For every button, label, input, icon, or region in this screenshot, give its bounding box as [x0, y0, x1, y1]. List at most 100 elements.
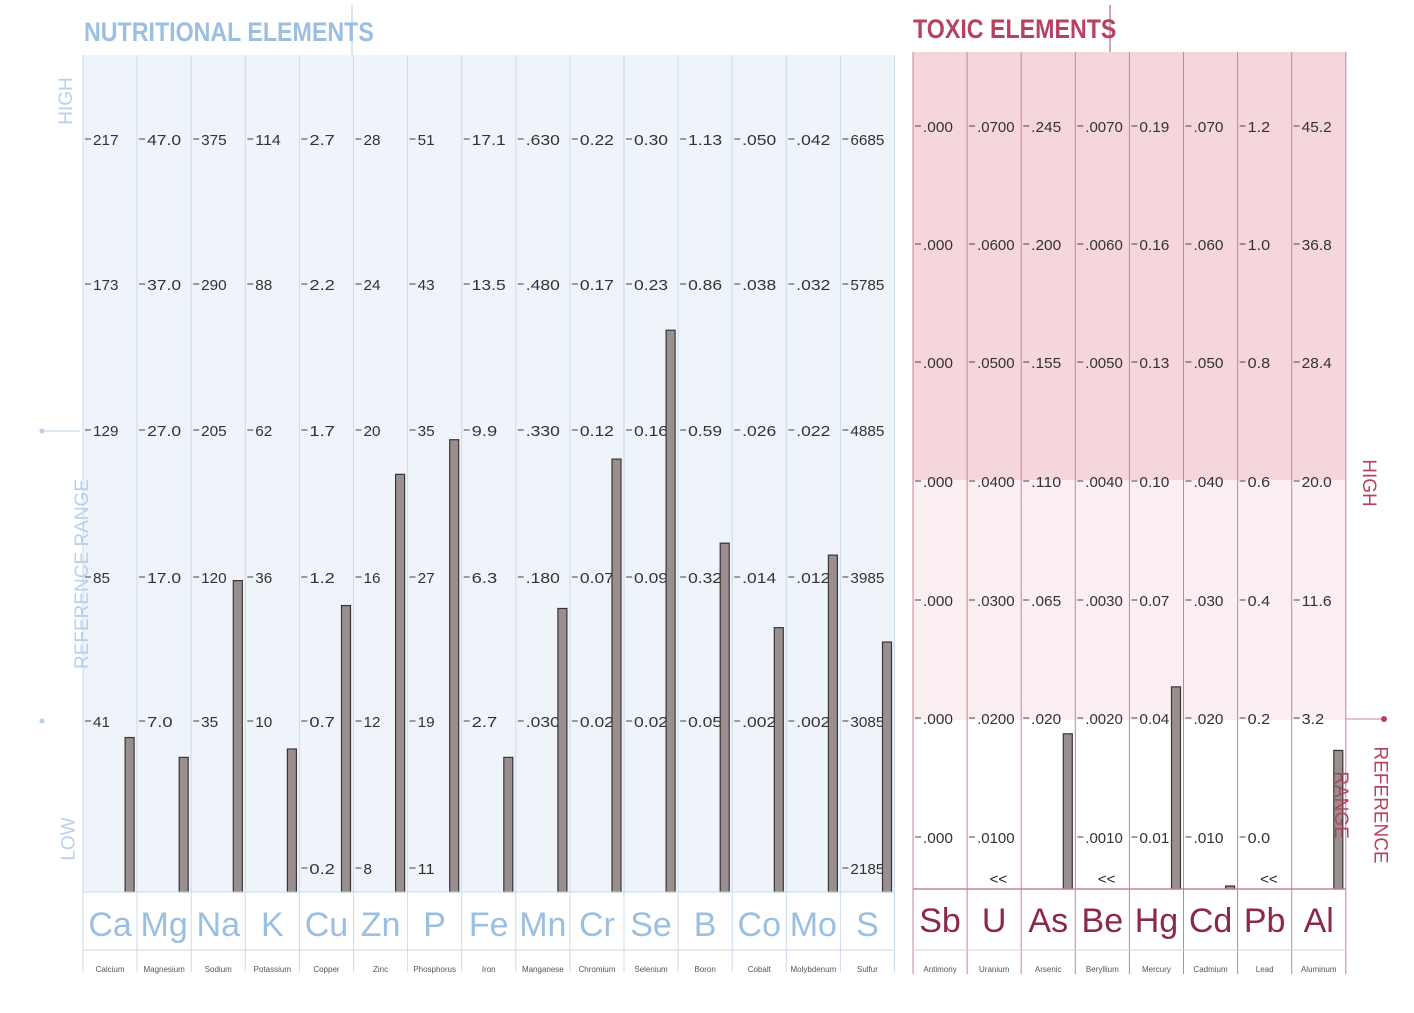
toxic-ref-dot	[1381, 716, 1387, 722]
nutritional-side-high: HIGH	[55, 77, 77, 125]
tick-label-co: .038	[742, 277, 776, 294]
element-symbol-se: Se	[630, 906, 672, 944]
tick-label-hg: 0.04	[1139, 711, 1169, 728]
bar-ca	[124, 736, 135, 893]
tick-label-se: 0.02	[634, 714, 668, 731]
tick-label-u: .0400	[977, 474, 1015, 491]
tick-label-b: 0.32	[688, 570, 722, 587]
element-symbol-s: S	[856, 906, 879, 944]
element-name-na: Sodium	[205, 965, 232, 974]
tick-label-k: 10	[255, 714, 272, 731]
tick-label-co: .026	[742, 423, 776, 440]
toxic-title: TOXIC ELEMENTS	[913, 14, 1117, 44]
tick-label-cu: 2.7	[309, 132, 335, 149]
element-name-b: Boron	[694, 965, 715, 974]
nutritional-title: NUTRITIONAL ELEMENTS	[84, 17, 374, 47]
element-name-p: Phosphorus	[413, 965, 456, 974]
tick-label-cu: 0.2	[309, 861, 335, 878]
element-name-al: Aluminum	[1301, 965, 1337, 974]
tick-label-s: 6685	[850, 132, 884, 149]
element-name-mn: Manganese	[522, 965, 564, 974]
tick-label-s: 3085	[850, 714, 884, 731]
element-symbol-u: U	[982, 902, 1007, 940]
tick-label-cd: .070	[1194, 119, 1224, 136]
element-name-fe: Iron	[482, 965, 496, 974]
tick-label-mo: .032	[796, 277, 830, 294]
tick-label-be: .0010	[1085, 830, 1123, 847]
tick-label-na: 35	[201, 714, 218, 731]
tick-label-al: 28.4	[1302, 355, 1332, 372]
element-symbol-co: Co	[738, 906, 781, 944]
tick-label-mn: .180	[526, 570, 560, 587]
element-name-zn: Zinc	[373, 965, 388, 974]
tick-label-u: .0700	[977, 119, 1015, 136]
tick-label-be: .0070	[1085, 119, 1123, 136]
bar-fe	[503, 756, 514, 893]
tick-label-pb: 0.8	[1248, 355, 1271, 372]
tick-label-as: .110	[1031, 474, 1061, 491]
below-detection-mark-pb: <<	[1260, 871, 1278, 888]
tick-label-p: 27	[418, 570, 435, 587]
tick-label-pb: 1.0	[1248, 237, 1271, 254]
bar-mn	[557, 607, 568, 893]
tick-label-p: 43	[418, 277, 435, 294]
tick-label-pb: 1.2	[1248, 119, 1271, 136]
tick-label-al: 20.0	[1302, 474, 1332, 491]
element-symbol-sb: Sb	[919, 902, 961, 940]
tick-label-co: .014	[742, 570, 776, 587]
element-name-sb: Antimony	[923, 965, 956, 974]
element-symbol-fe: Fe	[469, 906, 509, 944]
ref-range-lower-dot	[39, 718, 45, 724]
tick-label-hg: 0.13	[1139, 355, 1169, 372]
tick-label-sb: .000	[923, 711, 953, 728]
tick-label-ca: 85	[93, 570, 110, 587]
tick-label-ca: 217	[93, 132, 119, 149]
tick-label-pb: 0.4	[1248, 593, 1271, 610]
bar-se	[665, 329, 676, 893]
tick-label-k: 114	[255, 132, 280, 149]
tick-label-mn: .480	[526, 277, 560, 294]
element-name-s: Sulfur	[857, 965, 878, 974]
element-name-ca: Calcium	[96, 965, 125, 974]
tick-label-b: 0.86	[688, 277, 722, 294]
tick-label-pb: 0.6	[1248, 474, 1271, 491]
tick-label-as: .200	[1031, 237, 1061, 254]
tick-label-fe: 6.3	[472, 570, 498, 587]
element-name-as: Arsenic	[1035, 965, 1062, 974]
element-symbol-mg: Mg	[141, 906, 188, 944]
tick-label-al: 45.2	[1302, 119, 1332, 136]
tick-label-s: 2185	[850, 861, 884, 878]
tick-label-mo: .042	[796, 132, 830, 149]
tick-label-as: .065	[1031, 593, 1061, 610]
element-name-pb: Lead	[1256, 965, 1274, 974]
tick-label-co: .050	[742, 132, 776, 149]
tick-label-cu: 1.7	[309, 423, 335, 440]
element-name-mg: Magnesium	[143, 965, 185, 974]
tick-label-be: .0050	[1085, 355, 1123, 372]
tick-label-p: 11	[418, 861, 435, 878]
tick-label-mg: 17.0	[147, 570, 181, 587]
tick-label-cd: .030	[1194, 593, 1224, 610]
element-symbol-zn: Zn	[361, 906, 401, 944]
tick-label-cd: .010	[1194, 830, 1224, 847]
tick-label-ca: 41	[93, 714, 110, 731]
bar-mg	[178, 756, 189, 893]
tick-label-na: 290	[201, 277, 227, 294]
toxic-side-range: RANGE	[1329, 771, 1351, 839]
tick-label-mo: .022	[796, 423, 830, 440]
tick-label-p: 51	[418, 132, 435, 149]
element-name-cr: Chromium	[578, 965, 615, 974]
bar-b	[719, 542, 730, 893]
tick-label-k: 62	[255, 423, 272, 440]
tick-label-zn: 20	[364, 423, 381, 440]
tick-label-mg: 37.0	[147, 277, 181, 294]
tick-label-fe: 13.5	[472, 277, 506, 294]
below-detection-mark-be: <<	[1098, 871, 1116, 888]
tick-label-cr: 0.22	[580, 132, 614, 149]
element-name-u: Uranium	[979, 965, 1010, 974]
tick-label-hg: 0.07	[1139, 593, 1169, 610]
element-symbol-b: B	[694, 906, 717, 944]
element-symbol-cu: Cu	[305, 906, 348, 944]
tick-label-cr: 0.17	[580, 277, 614, 294]
